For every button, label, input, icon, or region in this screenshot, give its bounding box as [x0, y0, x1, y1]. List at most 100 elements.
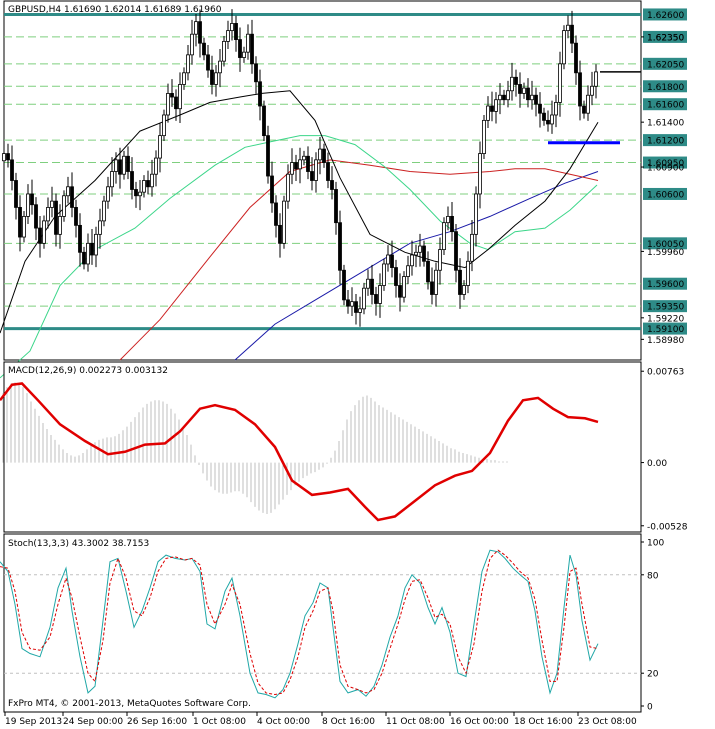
level-label-5: 1.61200 [647, 137, 684, 147]
level-label-bg-0 [643, 8, 687, 21]
candle-body-24 [98, 220, 102, 235]
stoch-panel-frame [3, 533, 642, 713]
candle-body-140 [562, 30, 566, 65]
candle-body-30 [122, 155, 126, 175]
candle-body-96 [386, 254, 390, 265]
level-label-bg-6 [643, 156, 687, 169]
candle-body-55 [222, 40, 226, 62]
candle-body-91 [366, 278, 370, 289]
candle-body-131 [526, 87, 530, 101]
candles [2, 9, 598, 327]
level-label-8: 1.60050 [647, 240, 684, 250]
candle-body-104 [418, 245, 422, 253]
time-tick-label-5: 8 Oct 16:00 [322, 717, 375, 727]
price-tick-label-0: 1.62350 [647, 33, 684, 43]
candle-body-67 [270, 175, 274, 204]
candle-body-61 [246, 33, 250, 53]
candle-body-84 [338, 222, 342, 271]
candle-body-4 [18, 207, 22, 238]
macd-tick-label-1: 0.00 [647, 459, 667, 469]
candle-body-44 [178, 84, 182, 110]
macd-panel-frame [3, 361, 642, 533]
level-label-bg-5 [643, 134, 687, 147]
candle-body-80 [322, 148, 326, 163]
horizontal-levels [4, 12, 641, 331]
candle-body-138 [554, 102, 558, 116]
macd-histogram [2, 382, 508, 515]
candle-body-77 [310, 171, 314, 181]
candle-body-124 [498, 94, 502, 101]
candle-body-82 [330, 180, 334, 190]
time-tick-label-4: 4 Oct 00:00 [257, 717, 310, 727]
level-label-4: 1.61600 [647, 101, 684, 111]
level-label-3: 1.61800 [647, 83, 684, 93]
candle-body-14 [58, 215, 62, 235]
candle-body-40 [162, 114, 166, 137]
level-label-bg-9 [643, 277, 687, 290]
stoch-lines [0, 549, 599, 699]
stoch-axis: 100 80 20 0 [641, 539, 664, 713]
candle-body-106 [426, 260, 430, 283]
candle-body-36 [146, 180, 150, 188]
candle-body-75 [302, 155, 306, 161]
level-label-bg-1 [643, 30, 687, 43]
level-label-bg-4 [643, 98, 687, 111]
stoch-tick-label-0: 100 [647, 539, 664, 549]
candle-body-2 [10, 159, 14, 181]
candle-body-129 [518, 84, 522, 94]
level-label-bg-3 [643, 80, 687, 93]
candle-body-73 [294, 162, 298, 170]
candle-body-145 [582, 105, 586, 114]
candle-body-47 [190, 33, 194, 56]
candle-body-53 [214, 72, 218, 85]
candle-body-132 [530, 94, 534, 101]
level-label-7: 1.60600 [647, 190, 684, 200]
copyright-text: FxPro MT4, © 2001-2013, MetaQuotes Softw… [8, 699, 251, 709]
candle-body-135 [542, 112, 546, 121]
main-panel: 1.62600 1.62350 1.62050 1.61800 1.61600 1.612… [0, 0, 687, 379]
candle-body-137 [550, 114, 554, 125]
candle-body-127 [510, 76, 514, 92]
level-label-2: 1.62050 [647, 60, 684, 70]
candle-body-31 [126, 155, 130, 172]
candle-body-13 [54, 200, 58, 235]
macd-signal-line [0, 382, 599, 522]
candle-body-133 [534, 94, 538, 105]
main-header: GBPUSD,H4 1.61690 1.62014 1.61689 1.6196… [8, 5, 222, 15]
candle-body-89 [358, 308, 362, 313]
time-tick-label-6: 11 Oct 08:00 [386, 717, 445, 727]
candle-body-39 [158, 135, 162, 159]
candle-body-114 [458, 269, 462, 295]
candle-body-78 [314, 159, 318, 181]
candle-body-20 [82, 251, 86, 265]
price-tick-label-1: 1.61400 [647, 119, 684, 129]
candle-body-120 [482, 119, 486, 154]
stoch-levels [4, 574, 641, 674]
macd-panel: 0.00763 0.00 -0.00528 MACD(12,26,9) 0.0022… [0, 361, 688, 533]
ma-black-line [0, 90, 599, 334]
candle-body-0 [2, 153, 6, 162]
candle-body-69 [278, 224, 282, 244]
candle-body-81 [326, 162, 330, 181]
candle-body-111 [446, 215, 450, 224]
candle-body-105 [422, 245, 426, 262]
candle-body-21 [86, 242, 90, 265]
candle-body-35 [142, 180, 146, 193]
candle-body-112 [450, 215, 454, 233]
price-axis: 1.62600 1.62350 1.62050 1.61800 1.61600 1.612… [641, 8, 687, 346]
candle-body-42 [170, 93, 174, 98]
candle-body-56 [226, 30, 230, 42]
time-tick-label-7: 16 Oct 00:00 [450, 717, 509, 727]
candle-body-147 [590, 85, 594, 96]
macd-tick-label-0: 0.00763 [647, 368, 684, 378]
macd-axis: 0.00763 0.00 -0.00528 [641, 368, 688, 532]
candle-body-66 [266, 135, 270, 177]
candle-body-136 [546, 119, 550, 125]
candle-body-60 [242, 51, 246, 58]
stoch-main-line [0, 549, 599, 699]
macd-tick-label-2: -0.00528 [647, 522, 688, 532]
stoch-signal-line [0, 549, 599, 696]
level-label-bg-2 [643, 57, 687, 70]
candle-body-8 [34, 204, 38, 229]
